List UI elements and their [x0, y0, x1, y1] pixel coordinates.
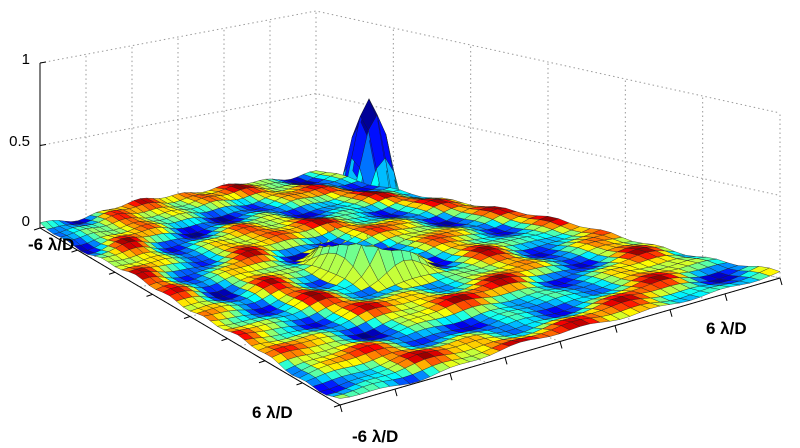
- y-tick-5: [221, 338, 228, 342]
- y-tick-4: [183, 316, 191, 319]
- y-tick-8: [333, 404, 341, 408]
- x-tick-0: [339, 404, 343, 413]
- surface-mesh: [39, 98, 781, 399]
- y-axis-max-label: 6 λ/D: [252, 403, 293, 422]
- x-tick-2: [449, 373, 453, 381]
- z-tick-1: [39, 144, 47, 146]
- z-tick-label-0: 0: [22, 213, 30, 230]
- z-tick-2: [39, 61, 47, 64]
- axes: [33, 61, 783, 413]
- grid-line-z-2: [39, 10, 781, 114]
- y-tick-6: [258, 360, 266, 364]
- z-tick-label-1: 1: [22, 51, 30, 68]
- x-tick-4: [559, 341, 563, 349]
- grid-line-z-1: [39, 92, 781, 196]
- y-tick-2: [108, 271, 116, 275]
- surface-cell: [759, 267, 781, 277]
- x-tick-7: [724, 293, 728, 302]
- x-tick-1: [394, 388, 398, 397]
- x-axis-min-label: -6 λ/D: [352, 427, 398, 446]
- x-tick-5: [614, 325, 618, 333]
- z-tick-labels: 0 0.5 1: [9, 51, 30, 230]
- y-tick-0: [33, 227, 41, 231]
- x-tick-6: [669, 309, 673, 317]
- axis-range-labels: -6 λ/D 6 λ/D -6 λ/D 6 λ/D: [28, 235, 747, 446]
- y-tick-3: [146, 293, 153, 297]
- x-axis-max-label: 6 λ/D: [706, 319, 747, 338]
- x-tick-3: [504, 357, 508, 365]
- x-tick-8: [779, 277, 783, 286]
- z-tick-label-0-5: 0.5: [9, 133, 30, 150]
- y-tick-1: [71, 249, 78, 253]
- y-tick-7: [296, 382, 303, 386]
- y-axis-min-label: -6 λ/D: [28, 235, 74, 254]
